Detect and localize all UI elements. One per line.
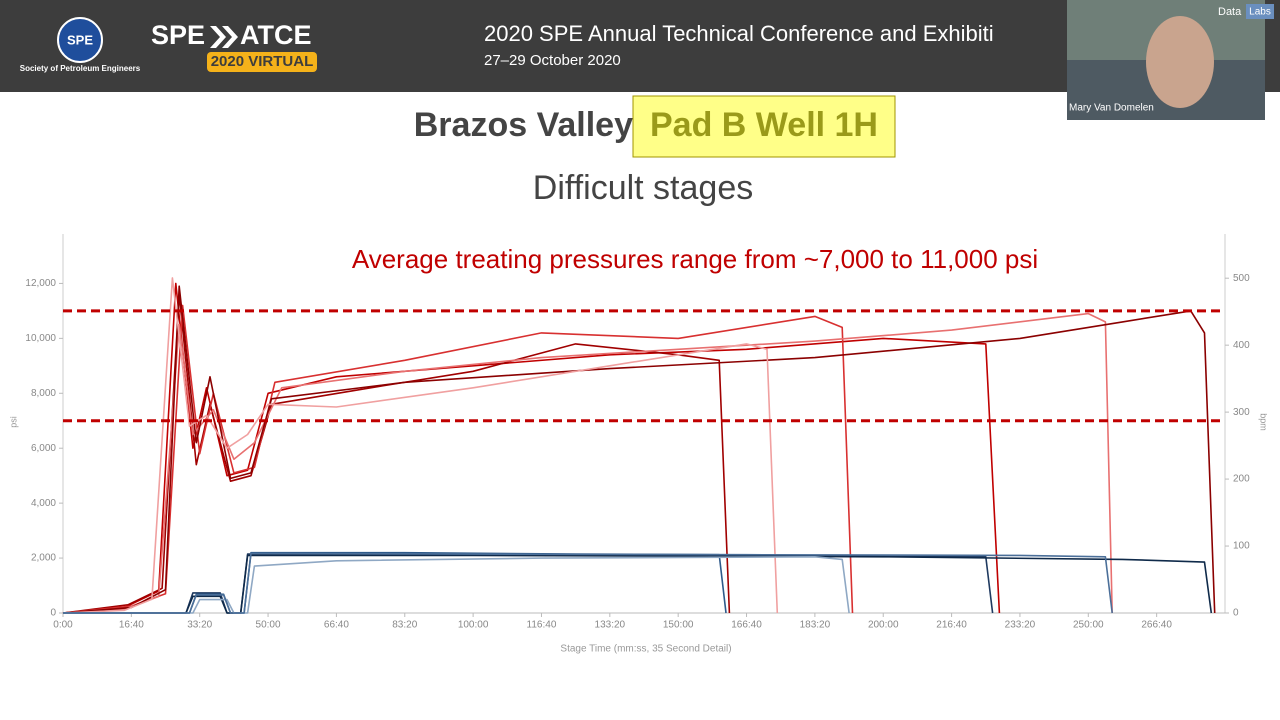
conference-title: 2020 SPE Annual Technical Conference and… [484,21,994,46]
x-tick-label: 250:00 [1073,620,1104,631]
rate-line [63,554,1213,614]
virtual-badge [207,52,317,72]
x-tick-label: 216:40 [936,620,967,631]
y2-tick-label: 100 [1233,541,1250,552]
x-tick-label: 0:00 [53,620,73,631]
x-tick-label: 50:00 [256,620,281,631]
brand-atce: ATCE [240,20,312,50]
rate-line [63,552,1113,614]
x-tick-label: 133:20 [595,620,626,631]
x-axis-label: Stage Time (mm:ss, 35 Second Detail) [560,644,731,655]
y-tick-label: 12,000 [25,278,56,289]
y2-tick-label: 500 [1233,273,1250,284]
y2-tick-label: 300 [1233,407,1250,418]
x-tick-label: 83:20 [392,620,417,631]
x-tick-label: 33:20 [187,620,212,631]
x-tick-label: 66:40 [324,620,349,631]
rate-line [63,556,850,614]
video-brand-box-text: Labs [1249,7,1271,18]
conference-date: 27–29 October 2020 [484,52,621,69]
x-tick-label: 233:20 [1005,620,1036,631]
x-tick-label: 266:40 [1141,620,1172,631]
x-tick-label: 16:40 [119,620,144,631]
pressure-line [62,277,779,614]
slide-title: Brazos Valley [414,106,633,144]
pressure-line [62,282,1001,614]
slide-subtitle: Difficult stages [533,169,753,207]
y-tick-label: 2,000 [31,553,56,564]
brand-spe: SPE [151,20,205,50]
presenter-face [1146,16,1214,108]
brand-chevrons [210,26,238,48]
title-highlight [632,95,896,158]
x-tick-label: 116:40 [527,620,557,631]
y2-tick-label: 400 [1233,340,1250,351]
chart-annotation: Average treating pressures range from ~7… [352,244,1038,274]
y-tick-label: 6,000 [31,443,56,454]
y2-tick-label: 200 [1233,474,1250,485]
y-tick-label: 10,000 [25,333,56,344]
y-tick-label: 0 [50,608,56,619]
y-tick-label: 4,000 [31,498,56,509]
x-tick-label: 100:00 [458,620,489,631]
y-axis-label: psi [8,416,18,428]
x-tick-label: 200:00 [868,620,899,631]
virtual-text: 2020 VIRTUAL [211,53,314,70]
video-brand: Data [1218,6,1242,18]
chart: 0 2,000 4,000 6,000 8,000 10,000 12,000 0 100 200… [8,234,1269,655]
spe-logo-text: SPE [67,32,93,47]
y2-tick-label: 0 [1233,608,1239,619]
x-tick-label: 183:20 [800,620,831,631]
spe-logo [57,17,103,63]
presenter-name: Mary Van Domelen [1069,103,1154,114]
pressure-line [62,304,854,614]
x-tick-label: 166:40 [731,620,762,631]
society-name: Society of Petroleum Engineers [20,64,141,73]
pressure-line [62,285,1216,614]
y2-axis-label: bpm [1259,413,1269,431]
pressure-line [62,312,1113,614]
y-tick-label: 8,000 [31,388,56,399]
x-tick-label: 150:00 [663,620,694,631]
video-brand-box [1246,4,1274,19]
slide-title-highlight: Pad B Well 1H [650,106,878,144]
